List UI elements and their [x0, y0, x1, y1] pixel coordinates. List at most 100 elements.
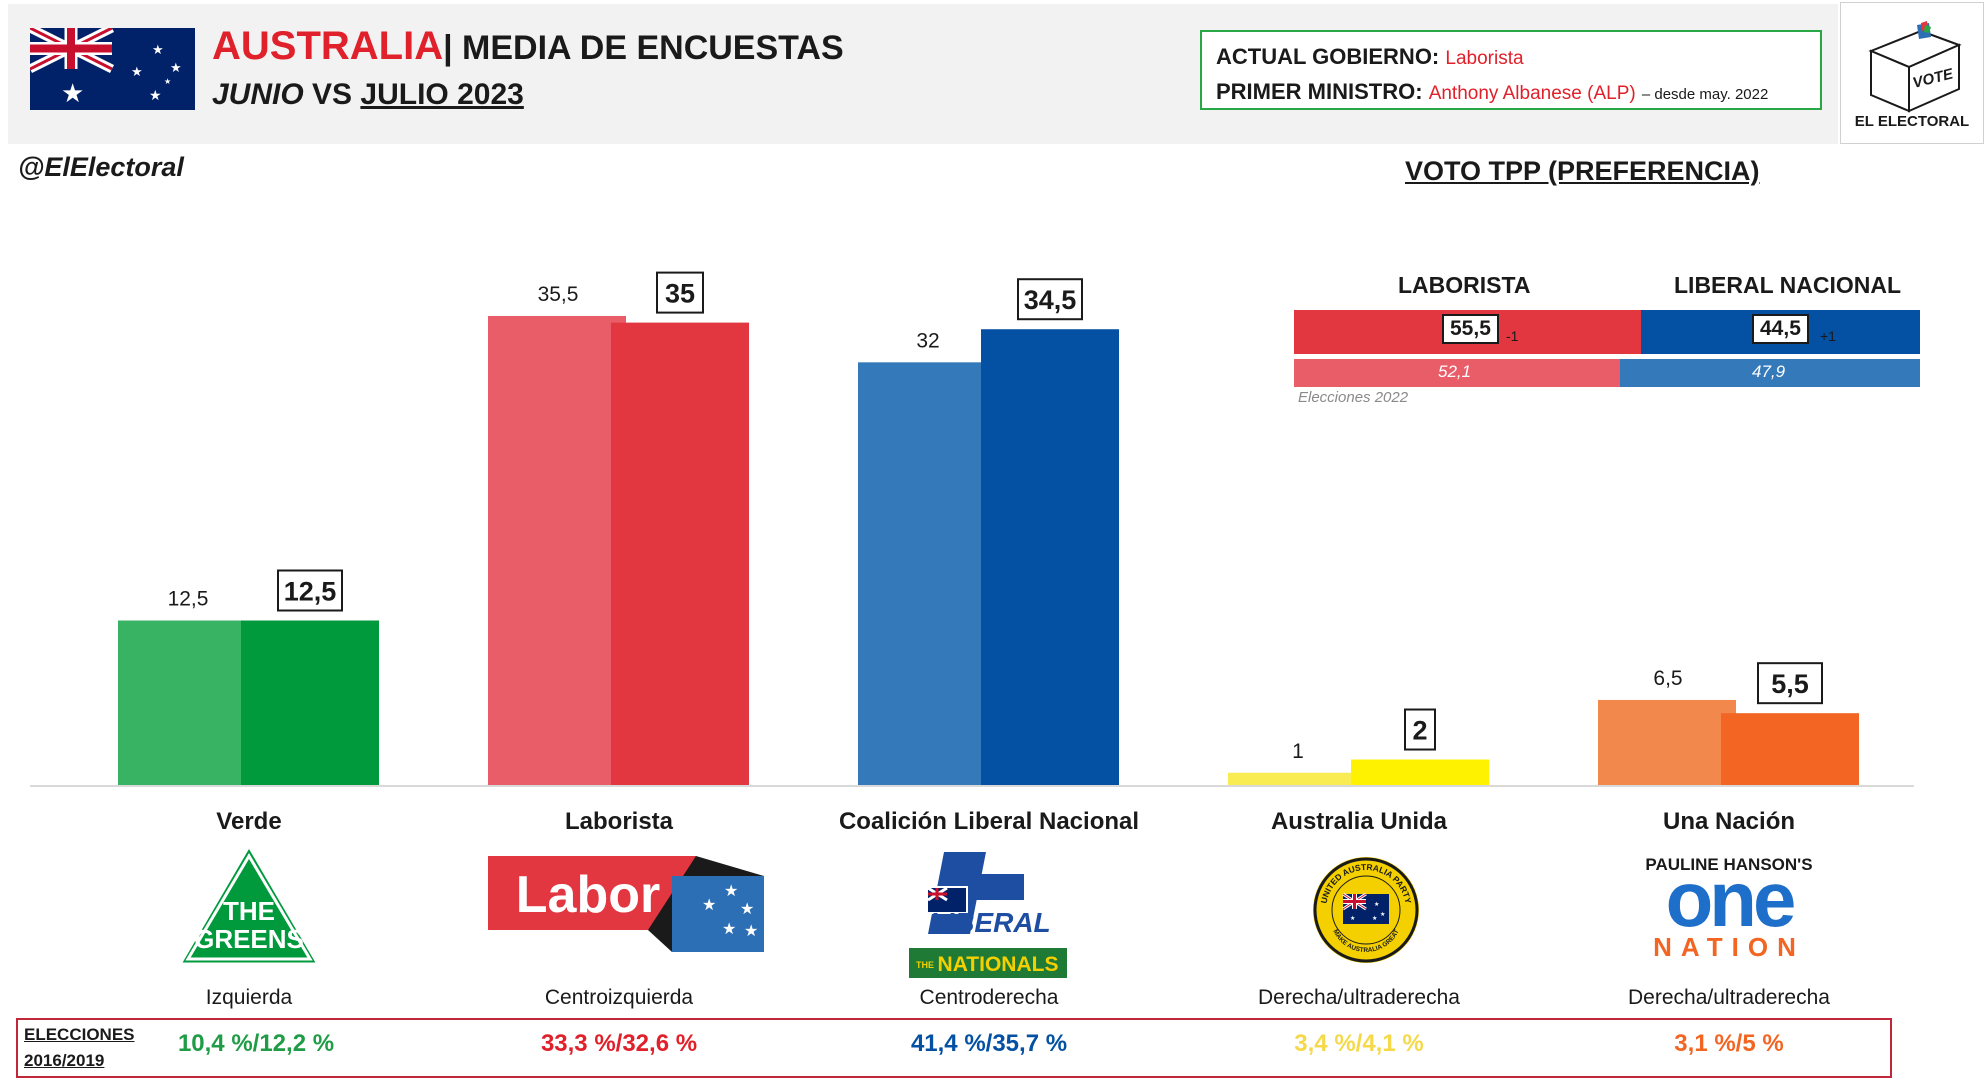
bar-label-current-verde: 12,5: [284, 577, 337, 607]
party-name-una-nacion: Una Nación: [1662, 808, 1796, 835]
bar-current-verde: [241, 620, 379, 786]
tpp-labor-change: -1: [1506, 328, 1519, 344]
svg-text:★: ★: [702, 895, 716, 914]
svg-text:★: ★: [1380, 911, 1385, 918]
el-electoral-logo: VOTE EL ELECTORAL: [1840, 2, 1984, 144]
brand-name: EL ELECTORAL: [1855, 113, 1969, 130]
bar-label-current-una-nacion: 5,5: [1771, 669, 1809, 699]
tpp-labor-prev-value: 52,1: [1438, 362, 1472, 381]
elections-box: [16, 1018, 1892, 1078]
elections-result-australia-unida: 3,4 %/4,1 %: [1294, 1030, 1424, 1057]
elections-label-2: 2016/2019: [24, 1051, 105, 1070]
tpp-labor-prev-bar: [1294, 359, 1621, 387]
bar-label-prev-lnp: 32: [916, 329, 939, 352]
svg-text:★: ★: [740, 899, 754, 918]
tpp-labor-value: 55,5: [1442, 314, 1499, 344]
greens-logo-text-1: THE: [223, 896, 275, 926]
bar-label-current-lnp: 34,5: [1024, 285, 1077, 315]
pm-note: – desde may. 2022: [1641, 86, 1769, 103]
page-title: AUSTRALIA| MEDIA DE ENCUESTAS: [212, 24, 844, 69]
one-nation-logo-text-1: PAULINE HANSON'S: [1645, 855, 1812, 874]
bar-current-laborista: [611, 322, 749, 786]
labor-logo-icon: Labor ★★★★ ★: [488, 856, 764, 952]
tpp-lnp-name: LIBERAL NACIONAL: [1674, 272, 1902, 298]
one-nation-logo-icon: PAULINE HANSON'S one NATION: [1645, 855, 1812, 962]
svg-text:★: ★: [131, 65, 143, 80]
elections-result-laborista: 33,3 %/32,6 %: [540, 1030, 698, 1057]
government-box: ACTUAL GOBIERNO: Laborista PRIMER MINIST…: [1200, 30, 1822, 110]
bar-chart: 12,5 12,5 35,5 35 32 34,5 1 2 6,5 5,5: [30, 271, 1914, 787]
pm-value: Anthony Albanese (ALP): [1428, 83, 1636, 104]
ideology-australia-unida: Derecha/ultraderecha: [1258, 986, 1460, 1009]
elections-result-verde: 10,4 %/12,2 %: [177, 1030, 335, 1057]
tpp-lnp-prev-bar: [1620, 359, 1920, 387]
svg-text:★: ★: [152, 43, 164, 58]
elections-label-1: ELECCIONES: [24, 1025, 135, 1044]
elections-result-una-nacion: 3,1 %/5 %: [1674, 1030, 1784, 1057]
tpp-labor-name: LABORISTA: [1398, 272, 1531, 298]
tpp-title: VOTO TPP (PREFERENCIA): [1405, 156, 1760, 186]
gov-label: ACTUAL GOBIERNO:: [1216, 44, 1440, 69]
greens-logo-text-2: GREENS: [194, 924, 304, 954]
bar-prev-laborista: [488, 315, 626, 786]
tpp-lnp-value: 44,5: [1752, 314, 1809, 344]
tpp-lnp-change: +1: [1820, 328, 1836, 344]
bar-prev-australia-unida: [1228, 772, 1366, 786]
svg-text:★: ★: [1350, 915, 1355, 922]
bar-label-box-verde: [277, 569, 343, 612]
party-name-verde: Verde: [216, 808, 282, 835]
australian-flag-icon: ★ ★ ★ ★ ★ ★: [30, 28, 195, 110]
svg-text:★: ★: [61, 79, 84, 109]
bar-label-prev-verde: 12,5: [168, 588, 209, 611]
united-australia-party-logo-icon: UNITED AUSTRALIA PARTY MAKE AUSTRALIA GR…: [1313, 857, 1419, 963]
svg-text:★: ★: [744, 921, 758, 940]
gov-value: Laborista: [1445, 48, 1524, 69]
ideology-verde: Izquierda: [205, 986, 293, 1009]
bar-current-lnp: [981, 329, 1119, 786]
one-nation-logo-text-2: one: [1666, 855, 1794, 943]
bar-current-una-nacion: [1721, 713, 1859, 786]
tpp-prev-note: Elecciones 2022: [1298, 389, 1409, 406]
bar-prev-una-nacion: [1598, 699, 1736, 786]
ideology-lnp: Centroderecha: [919, 986, 1059, 1009]
bar-label-current-laborista: 35: [665, 279, 695, 309]
bar-prev-verde: [118, 620, 256, 786]
nationals-logo-text: NATIONALS: [938, 953, 1059, 976]
pm-line: PRIMER MINISTRO: Anthony Albanese (ALP) …: [1216, 75, 1806, 111]
page-subtitle: JUNIO VS JULIO 2023: [212, 78, 524, 112]
twitter-handle: @ElElectoral: [18, 152, 184, 182]
svg-text:★: ★: [170, 61, 182, 76]
bar-label-current-australia-unida: 2: [1412, 716, 1427, 746]
bar-label-prev-una-nacion: 6,5: [1653, 667, 1682, 690]
subtitle-month1: JUNIO: [212, 78, 304, 111]
party-name-lnp: Coalición Liberal Nacional: [838, 808, 1140, 835]
title-rest: | MEDIA DE ENCUESTAS: [443, 29, 844, 67]
svg-text:★: ★: [1374, 901, 1379, 908]
ideology-una-nacion: Derecha/ultraderecha: [1628, 986, 1830, 1009]
pm-label: PRIMER MINISTRO:: [1216, 79, 1423, 104]
subtitle-vs: VS: [312, 78, 353, 111]
svg-text:★: ★: [722, 919, 736, 938]
bar-label-box-australia-unida: [1404, 708, 1436, 751]
bar-label-prev-australia-unida: 1: [1292, 740, 1304, 763]
bar-label-box-una-nacion: [1757, 662, 1823, 705]
elections-result-lnp: 41,4 %/35,7 %: [910, 1030, 1068, 1057]
bar-label-prev-laborista: 35,5: [538, 283, 579, 306]
liberal-logo-text: LIBERAL: [929, 907, 1050, 938]
bar-current-australia-unida: [1351, 759, 1489, 786]
government-line: ACTUAL GOBIERNO: Laborista: [1216, 40, 1806, 75]
party-name-laborista: Laborista: [564, 808, 674, 835]
labor-logo-text: Labor: [516, 866, 660, 924]
one-nation-logo-text-3: NATION: [1653, 932, 1805, 962]
greens-logo-icon: THE GREENS: [177, 843, 321, 966]
bar-label-box-lnp: [1017, 278, 1083, 321]
svg-text:★: ★: [1372, 915, 1377, 922]
svg-text:★: ★: [724, 881, 738, 900]
party-name-australia-unida: Australia Unida: [1270, 808, 1448, 835]
svg-text:★: ★: [164, 77, 171, 86]
nationals-prefix-text: THE: [916, 960, 934, 970]
bar-label-box-laborista: [656, 271, 704, 314]
elections-label: ELECCIONES 2016/2019: [24, 1022, 135, 1074]
bar-prev-lnp: [858, 362, 996, 786]
title-country: AUSTRALIA: [212, 24, 444, 68]
